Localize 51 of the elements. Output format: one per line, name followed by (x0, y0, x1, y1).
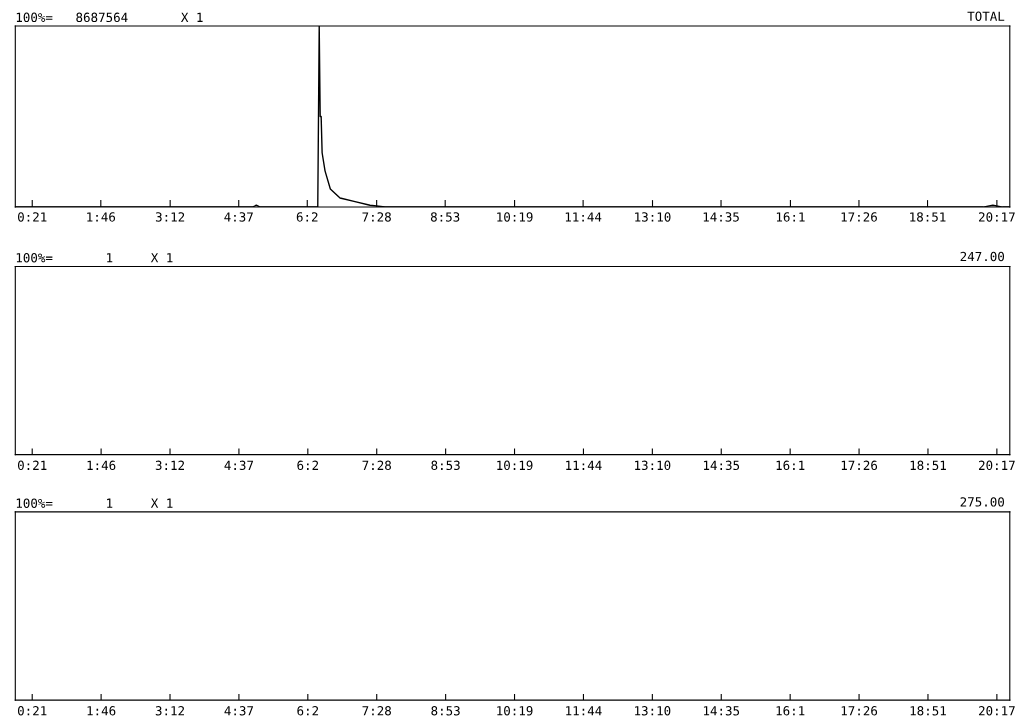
text: 18:51 (910, 460, 946, 471)
text: 6:2 (297, 460, 319, 471)
text: 275.00 (960, 497, 1005, 507)
text: 14:35 (703, 460, 740, 471)
text: 10:19 (497, 706, 533, 716)
x-tick-label: 1:46 (87, 212, 116, 222)
text: 10:19 (497, 460, 533, 471)
text: 20:17 (978, 460, 1015, 471)
x-tick-label: 8:53 (430, 212, 460, 222)
x-tick-label: 17:26 (841, 212, 877, 222)
text: TOTAL (967, 11, 1005, 21)
text: 16:1 (776, 706, 805, 716)
text: 17:26 (841, 460, 878, 471)
text: 3:12 (155, 460, 184, 471)
x-tick-label: 0:21 (18, 212, 47, 222)
chart-title: 100%= 8687564 X 1 (16, 12, 203, 23)
x-tick-label: 10:19 (497, 212, 533, 222)
text: 6:2 (297, 706, 319, 716)
x-tick-label: 11:44 (565, 212, 602, 222)
text: 8:53 (431, 706, 460, 716)
text: 7:28 (362, 460, 391, 471)
text: 100%= 1 X 1 (16, 252, 173, 263)
x-tick-label: 13:10 (635, 212, 671, 222)
x-tick-label: 4:37 (224, 212, 253, 222)
text: 13:10 (635, 460, 671, 471)
text: 3:12 (155, 706, 184, 716)
text: 16:1 (776, 460, 805, 471)
text: 17:26 (841, 706, 878, 716)
text: 1:46 (87, 706, 116, 716)
x-tick-label: 14:35 (703, 212, 739, 222)
text: 8:53 (431, 460, 460, 471)
x-tick-label: 7:28 (362, 212, 391, 222)
x-tick-label: 18:51 (910, 212, 946, 222)
x-tick-label: 6:2 (296, 212, 318, 222)
text: 11:44 (566, 460, 602, 470)
text: 4:37 (224, 460, 254, 471)
text: 4:37 (224, 706, 254, 716)
text: 0:21 (17, 460, 47, 471)
text: 1:46 (87, 460, 116, 471)
text: 14:35 (703, 706, 740, 716)
text: 0:21 (17, 706, 47, 716)
text: 18:51 (910, 706, 946, 716)
text: 7:28 (362, 706, 391, 716)
x-tick-label: 20:17 (978, 212, 1015, 222)
text: 100%= 1 X 1 (16, 498, 173, 508)
x-tick-label: 16:1 (776, 212, 805, 222)
text: 20:17 (978, 706, 1015, 716)
x-tick-label: 3:12 (155, 212, 185, 222)
text: 247.00 (960, 251, 1005, 262)
text: 11:44 (566, 706, 602, 716)
text: 13:10 (635, 706, 671, 716)
